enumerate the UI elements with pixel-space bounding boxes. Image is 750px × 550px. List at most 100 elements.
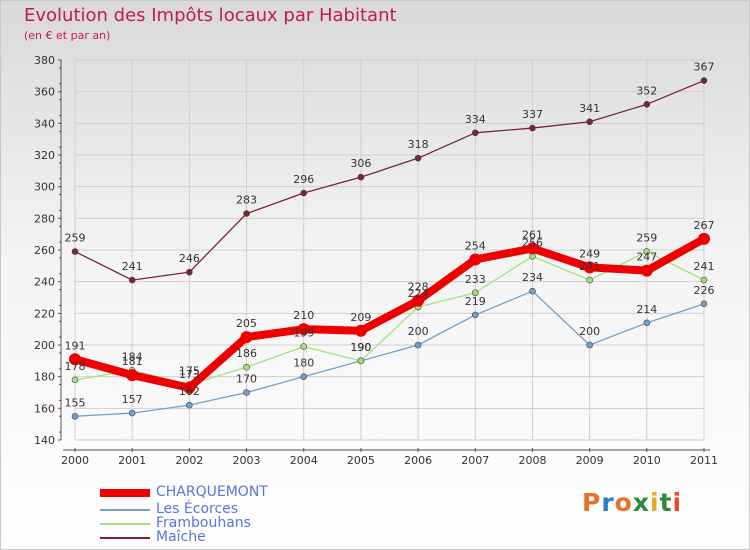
data-label-maiche: 337 (522, 108, 543, 121)
data-label-charquemont: 205 (236, 317, 257, 330)
data-label-frambouhans: 241 (579, 260, 600, 273)
data-point-charquemont (240, 331, 253, 344)
data-point-maiche (300, 189, 308, 197)
legend-swatch-frambouhans (100, 523, 150, 525)
legend-label-les-ecorces: Les Écorces (156, 501, 239, 517)
data-point-frambouhans (643, 248, 651, 255)
data-label-les-ecorces: 200 (579, 325, 600, 338)
logo-letter: i (672, 488, 683, 517)
data-label-les-ecorces: 226 (694, 284, 715, 297)
legend-label-maiche: Maîche (156, 529, 206, 545)
legend-swatch-charquemont (100, 489, 150, 497)
data-point-maiche (414, 154, 422, 162)
y-tick-label: 220 (34, 307, 55, 320)
data-point-maiche (243, 210, 250, 217)
legend-label-frambouhans: Frambouhans (156, 515, 251, 531)
data-label-les-ecorces: 219 (465, 295, 486, 308)
data-point-frambouhans (300, 343, 308, 350)
series-line-charquemont (71, 234, 708, 392)
chart-title: Evolution des Impôts locaux par Habitant (24, 5, 397, 26)
logo-letter: x (632, 488, 650, 517)
data-point-les-ecorces (529, 287, 536, 295)
data-point-les-ecorces (186, 401, 193, 409)
data-point-charquemont (640, 264, 653, 277)
data-label-charquemont: 191 (65, 339, 86, 352)
data-label-maiche: 283 (236, 194, 257, 207)
data-label-les-ecorces: 234 (522, 271, 543, 284)
x-tick-label: 2002 (175, 454, 203, 467)
data-label-frambouhans: 256 (522, 236, 543, 249)
logo-letter: o (614, 488, 633, 517)
x-tick-label: 2006 (404, 454, 432, 467)
data-point-charquemont (126, 369, 139, 382)
series-line-maiche (74, 79, 705, 281)
data-label-maiche: 259 (65, 232, 86, 245)
data-point-maiche (71, 248, 79, 255)
data-label-maiche: 306 (350, 157, 371, 170)
y-tick-label: 280 (34, 212, 55, 225)
grid-lines (74, 59, 705, 441)
x-tick-label: 2003 (233, 454, 261, 467)
logo-letter: t (659, 488, 673, 517)
data-label-charquemont: 228 (408, 281, 429, 294)
data-label-les-ecorces: 157 (122, 393, 143, 406)
data-point-charquemont (183, 381, 196, 394)
data-label-les-ecorces: 200 (408, 325, 429, 338)
data-label-maiche: 341 (579, 102, 600, 115)
logo-letter: P (582, 488, 602, 517)
data-point-charquemont (297, 323, 310, 336)
data-point-les-ecorces (700, 300, 708, 308)
data-point-charquemont (69, 353, 81, 366)
data-point-les-ecorces (414, 341, 422, 349)
data-point-maiche (700, 77, 708, 84)
data-point-charquemont (698, 232, 710, 245)
data-point-les-ecorces (243, 389, 250, 396)
data-label-maiche: 296 (293, 173, 314, 186)
data-point-frambouhans (700, 276, 708, 284)
data-label-charquemont: 210 (293, 309, 314, 322)
data-point-les-ecorces (71, 412, 79, 420)
data-label-charquemont: 254 (465, 240, 486, 253)
data-point-les-ecorces (471, 311, 479, 319)
data-point-maiche (643, 101, 651, 108)
data-point-frambouhans (243, 363, 250, 371)
x-tick-label: 2007 (461, 454, 489, 467)
x-tick-label: 2009 (576, 454, 604, 467)
data-label-frambouhans: 224 (408, 287, 429, 300)
data-label-charquemont: 261 (522, 228, 543, 241)
axes: 140 160 180 200 220 240 260 280 300 320 340 360 380 2… (34, 54, 718, 467)
data-label-charquemont: 247 (636, 251, 657, 264)
legend-label-charquemont: CHARQUEMONT (156, 484, 268, 500)
x-tick-label: 2011 (690, 454, 718, 467)
x-tick-label: 2005 (347, 454, 375, 467)
y-tick-label: 360 (34, 86, 55, 99)
data-point-charquemont (469, 253, 482, 266)
data-label-les-ecorces: 170 (236, 373, 257, 386)
data-point-les-ecorces (643, 319, 651, 327)
data-point-les-ecorces (586, 341, 593, 349)
data-label-les-ecorces: 180 (293, 357, 314, 370)
data-label-frambouhans: 178 (65, 360, 86, 373)
data-labels: 259 241 246 283 296 306 318 334 337 341 352 367 155 1… (65, 61, 715, 410)
series-lines (69, 77, 710, 420)
data-point-maiche (128, 276, 136, 284)
data-label-frambouhans: 233 (465, 273, 486, 286)
data-label-charquemont: 181 (122, 355, 143, 368)
x-tick-label: 2010 (633, 454, 661, 467)
y-tick-label: 340 (34, 117, 55, 130)
data-label-frambouhans: 175 (179, 365, 200, 378)
data-point-les-ecorces (128, 409, 136, 417)
data-label-frambouhans: 199 (293, 327, 314, 340)
y-tick-label: 180 (34, 371, 55, 384)
data-label-maiche: 318 (408, 138, 429, 151)
data-label-maiche: 352 (636, 84, 657, 97)
data-point-maiche (357, 173, 365, 181)
proxiti-logo: Proxiti (582, 488, 682, 517)
data-label-maiche: 246 (179, 252, 200, 265)
data-point-charquemont (412, 294, 425, 307)
y-tick-label: 160 (34, 402, 55, 415)
x-tick-label: 2008 (518, 454, 546, 467)
data-point-charquemont (526, 242, 539, 255)
data-point-maiche (529, 124, 536, 132)
